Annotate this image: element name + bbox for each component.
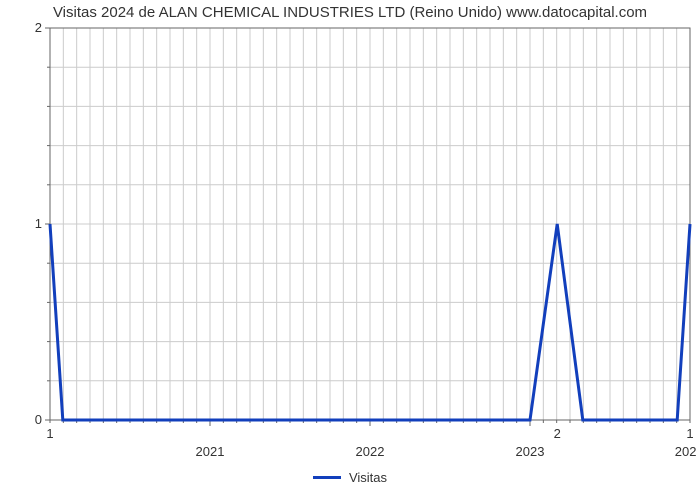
legend-item: Visitas: [313, 470, 387, 485]
x-tick-label: 2023: [516, 444, 545, 459]
chart-container: Visitas 2024 de ALAN CHEMICAL INDUSTRIES…: [0, 0, 700, 500]
data-point-label: 2: [554, 426, 561, 441]
y-tick-label: 0: [12, 412, 42, 427]
legend: Visitas: [0, 466, 700, 485]
x-tick-label: 2021: [196, 444, 225, 459]
y-tick-label: 1: [12, 216, 42, 231]
x-tick-label: 2022: [356, 444, 385, 459]
x-tick-label: 202: [675, 444, 697, 459]
y-tick-label: 2: [12, 20, 42, 35]
line-chart: [0, 0, 700, 500]
legend-label: Visitas: [349, 470, 387, 485]
data-point-label: 1: [686, 426, 693, 441]
legend-swatch: [313, 476, 341, 479]
data-point-label: 1: [46, 426, 53, 441]
